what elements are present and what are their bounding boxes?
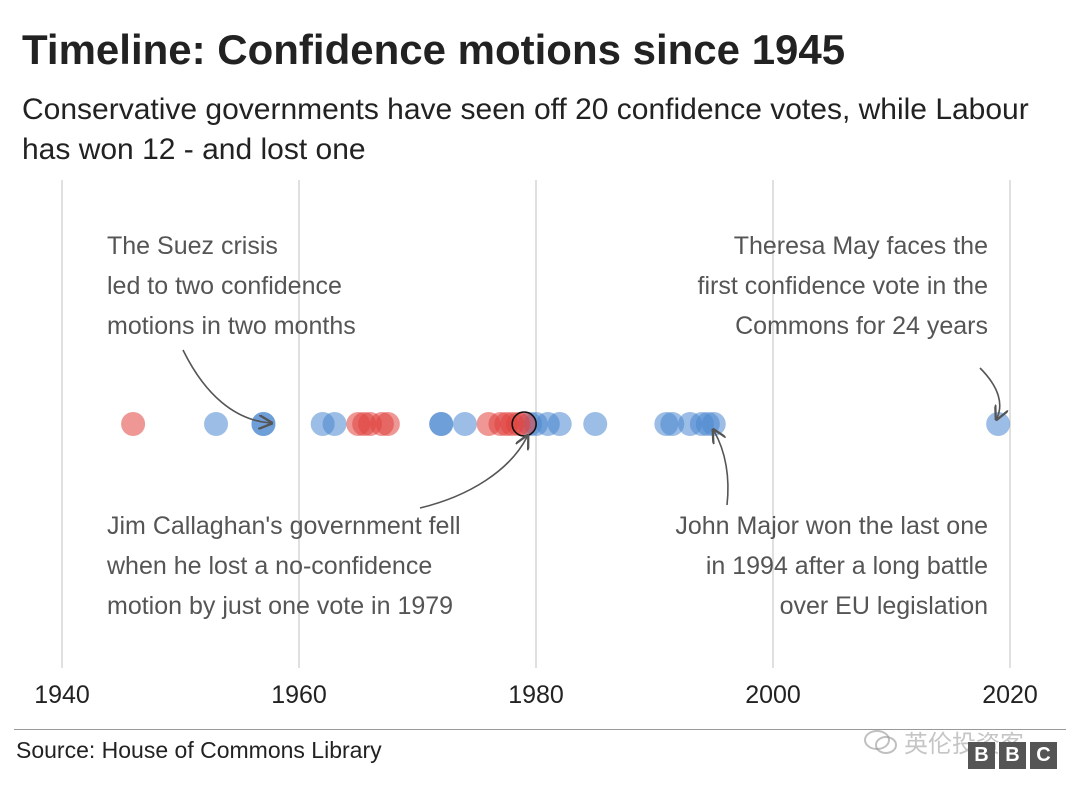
lost-vote-dot [511,411,537,437]
labour-dot [121,412,146,436]
annotation-may-line: Theresa May faces the [734,232,988,260]
annotation-callaghan-line: when he lost a no-confidence [106,552,432,580]
source-note: Source: House of Commons Library [16,737,382,763]
annotation-major-arrow [714,431,729,506]
chart-subtitle: Conservative governments have seen off 2… [22,93,1029,166]
annotation-may-line: first confidence vote in the [698,272,988,300]
annotation-suez-line: The Suez crisis [107,232,278,260]
x-tick-label: 1980 [508,681,564,709]
annotation-major-line: in 1994 after a long battle [706,552,988,580]
annotation-major-line: over EU legislation [780,592,988,620]
conservative-dot [660,412,685,436]
annotation-may-line: Commons for 24 years [735,312,988,340]
annotation-suez-line: led to two confidence [107,272,342,300]
conservative-dot [251,412,276,436]
annotation-callaghan-line: motion by just one vote in 1979 [107,592,453,620]
annotation-suez-line: motions in two months [107,312,356,340]
conservative-dot [583,412,608,436]
conservative-dot [204,412,229,436]
bbc-logo: B B C [968,742,1057,769]
bbc-logo-letter: C [1030,742,1057,769]
annotation-may-arrow [979,367,1000,418]
labour-dot [512,412,537,436]
bbc-logo-letter: B [999,742,1026,769]
conservative-dot [547,412,572,436]
conservative-dot [452,412,477,436]
bbc-logo-letter: B [968,742,995,769]
annotation-callaghan-arrow [419,437,527,509]
conservative-dot [429,412,454,436]
labour-dot [375,412,400,436]
annotation-callaghan-line: Jim Callaghan's government fell [107,512,461,540]
x-tick-label: 1960 [271,681,327,709]
chart-title: Timeline: Confidence motions since 1945 [22,26,846,73]
timeline-chart: 1940 1960 1980 2000 2020 The Suez crisis led t… [14,180,1066,730]
annotation-suez-arrow [182,349,270,423]
annotation-major-line: John Major won the last one [675,512,988,540]
x-tick-label: 1940 [34,681,90,709]
x-tick-label: 2020 [982,681,1038,709]
conservative-dot [322,412,347,436]
x-tick-label: 2000 [745,681,801,709]
wechat-icon [864,729,898,755]
conservative-dot [701,412,726,436]
